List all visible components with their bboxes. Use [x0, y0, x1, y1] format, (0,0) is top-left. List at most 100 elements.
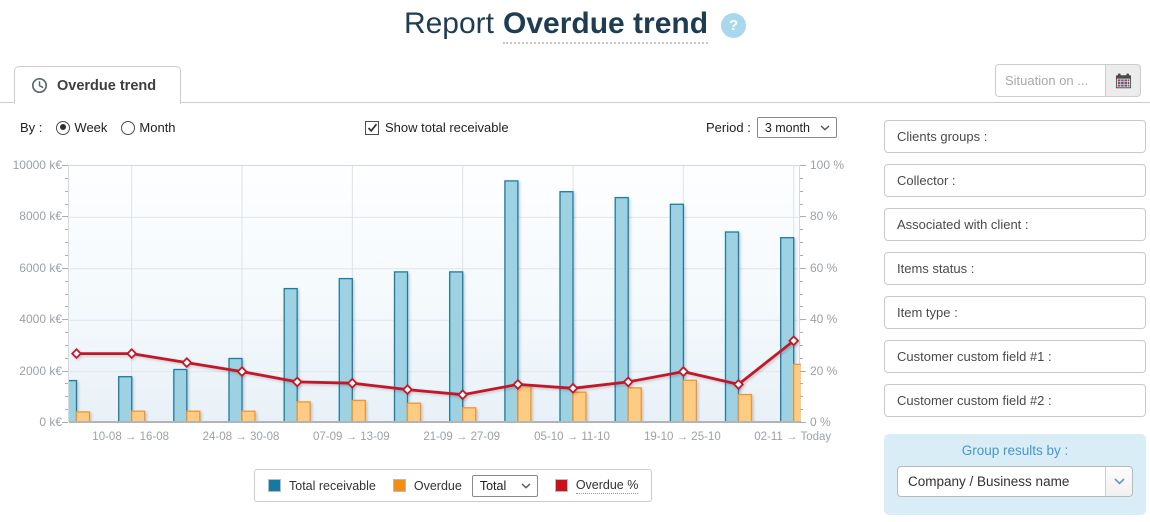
bar-overdue[interactable]	[462, 407, 477, 424]
y-tick-right	[800, 396, 803, 398]
bar-overdue[interactable]	[627, 387, 642, 424]
y-tick-left	[65, 177, 68, 179]
legend-item-overdue: Overdue Total	[392, 474, 538, 497]
bar-overdue[interactable]	[296, 401, 311, 424]
bar-total-receivable[interactable]	[338, 277, 353, 424]
x-axis-label: 07-09 → 13-09	[312, 431, 390, 443]
by-label: By :	[20, 120, 43, 135]
group-by-select[interactable]: Company / Business name	[897, 466, 1133, 497]
overdue-pct-point[interactable]	[512, 378, 524, 391]
show-total-receivable-label[interactable]: Show total receivable	[385, 120, 509, 135]
y-tick-left	[62, 216, 68, 218]
group-by-select-value: Company / Business name	[908, 474, 1070, 489]
overdue-pct-point[interactable]	[291, 376, 303, 388]
overdue-pct-point[interactable]	[567, 382, 579, 394]
bar-total-receivable[interactable]	[724, 231, 740, 424]
filter-clients-groups[interactable]: Clients groups :	[884, 120, 1146, 153]
y-tick-left	[65, 332, 68, 334]
period-label: Period :	[706, 120, 751, 135]
radio-month-label[interactable]: Month	[139, 120, 176, 135]
x-axis-label: 05-10 → 11-10	[534, 431, 610, 443]
bar-overdue[interactable]	[406, 402, 422, 424]
tab-overdue-trend[interactable]: Overdue trend	[14, 66, 182, 104]
y-axis-label-left: 4000 k€	[19, 312, 62, 327]
filter-item-type[interactable]: Item type :	[884, 296, 1146, 329]
bar-overdue[interactable]	[517, 384, 532, 424]
y-tick-left	[62, 267, 68, 269]
overdue-type-select[interactable]: Total	[471, 474, 538, 497]
overdue-pct-point[interactable]	[70, 348, 83, 360]
bar-total-receivable[interactable]	[393, 271, 409, 424]
x-axis-label: 02-11 → Today	[754, 431, 832, 443]
filter-items-status[interactable]: Items status :	[884, 252, 1146, 285]
y-axis-label-right: 80 %	[810, 209, 838, 224]
y-axis-label-left: 10000 k€	[12, 158, 62, 172]
show-total-receivable-checkbox[interactable]	[365, 120, 379, 135]
chevron-down-icon	[820, 124, 830, 131]
y-tick-left	[65, 203, 68, 205]
bar-total-receivable[interactable]	[780, 237, 795, 424]
by-control: By : Week Month	[20, 120, 176, 135]
bar-overdue[interactable]	[351, 399, 366, 424]
bar-total-receivable[interactable]	[669, 203, 685, 424]
bar-overdue[interactable]	[793, 363, 808, 424]
y-tick-left	[62, 370, 68, 372]
y-tick-left	[65, 344, 68, 346]
situation-group	[995, 64, 1141, 97]
overdue-pct-point[interactable]	[181, 357, 193, 369]
bar-total-receivable[interactable]	[62, 379, 78, 424]
total-receivable-swatch	[268, 479, 281, 492]
bar-overdue[interactable]	[682, 379, 698, 424]
overdue-pct-point[interactable]	[346, 377, 358, 389]
y-tick-right	[800, 165, 806, 166]
group-results-panel: Group results by : Company / Business na…	[884, 434, 1146, 515]
calendar-icon	[1115, 73, 1132, 89]
overdue-pct-line	[76, 339, 795, 397]
filter-customer-custom-field-2[interactable]: Customer custom field #2 :	[884, 384, 1146, 417]
y-tick-left	[65, 254, 68, 256]
y-tick-right	[800, 422, 806, 423]
overdue-pct-point[interactable]	[622, 376, 634, 388]
y-axis-label-right: 100 %	[810, 158, 845, 172]
y-tick-right	[800, 344, 803, 346]
legend-overdue-pct-label[interactable]: Overdue %	[575, 477, 639, 494]
bar-total-receivable[interactable]	[614, 196, 629, 424]
overdue-trend-chart: 0 k€ 2000 k€ 4000 k€ 6000 k€ 8000 k€ 10000 k€…	[0, 155, 872, 455]
y-tick-right	[800, 177, 803, 179]
y-tick-left	[62, 319, 68, 321]
bar-total-receivable[interactable]	[283, 287, 298, 424]
bar-total-receivable[interactable]	[449, 271, 464, 424]
overdue-pct-point[interactable]	[677, 366, 689, 378]
y-tick-right	[800, 357, 803, 359]
bar-overdue[interactable]	[572, 391, 587, 424]
overdue-pct-point[interactable]	[126, 348, 138, 360]
bar-overdue[interactable]	[737, 393, 753, 424]
overdue-pct-point[interactable]	[401, 384, 414, 396]
bar-total-receivable[interactable]	[118, 376, 133, 424]
overdue-pct-point[interactable]	[457, 389, 469, 401]
calendar-button[interactable]	[1105, 64, 1141, 97]
radio-month[interactable]	[121, 120, 136, 135]
radio-week-label[interactable]: Week	[74, 120, 108, 135]
radio-week[interactable]	[56, 120, 71, 135]
y-tick-right	[800, 267, 806, 269]
y-axis-label-right: 60 %	[810, 260, 838, 275]
y-tick-right	[800, 280, 803, 282]
legend-total-receivable-label: Total receivable	[289, 478, 376, 493]
y-tick-left	[65, 396, 68, 398]
tab-bar: Overdue trend	[0, 66, 1150, 104]
situation-date-input[interactable]	[995, 64, 1105, 97]
filter-customer-custom-field-1[interactable]: Customer custom field #1 :	[884, 340, 1146, 373]
help-icon[interactable]: ?	[721, 13, 747, 38]
overdue-pct-point[interactable]	[788, 335, 800, 347]
page-title: Report Overdue trend	[404, 4, 709, 44]
overdue-pct-point[interactable]	[732, 378, 745, 391]
filter-associated-with-client[interactable]: Associated with client :	[884, 208, 1146, 241]
y-tick-right	[800, 242, 803, 244]
overdue-pct-point[interactable]	[236, 366, 248, 378]
y-tick-right	[800, 293, 803, 295]
bar-total-receivable[interactable]	[173, 368, 188, 424]
chevron-down-icon	[1105, 467, 1132, 496]
period-select[interactable]: 3 month	[756, 117, 837, 138]
filter-collector[interactable]: Collector :	[884, 164, 1146, 197]
